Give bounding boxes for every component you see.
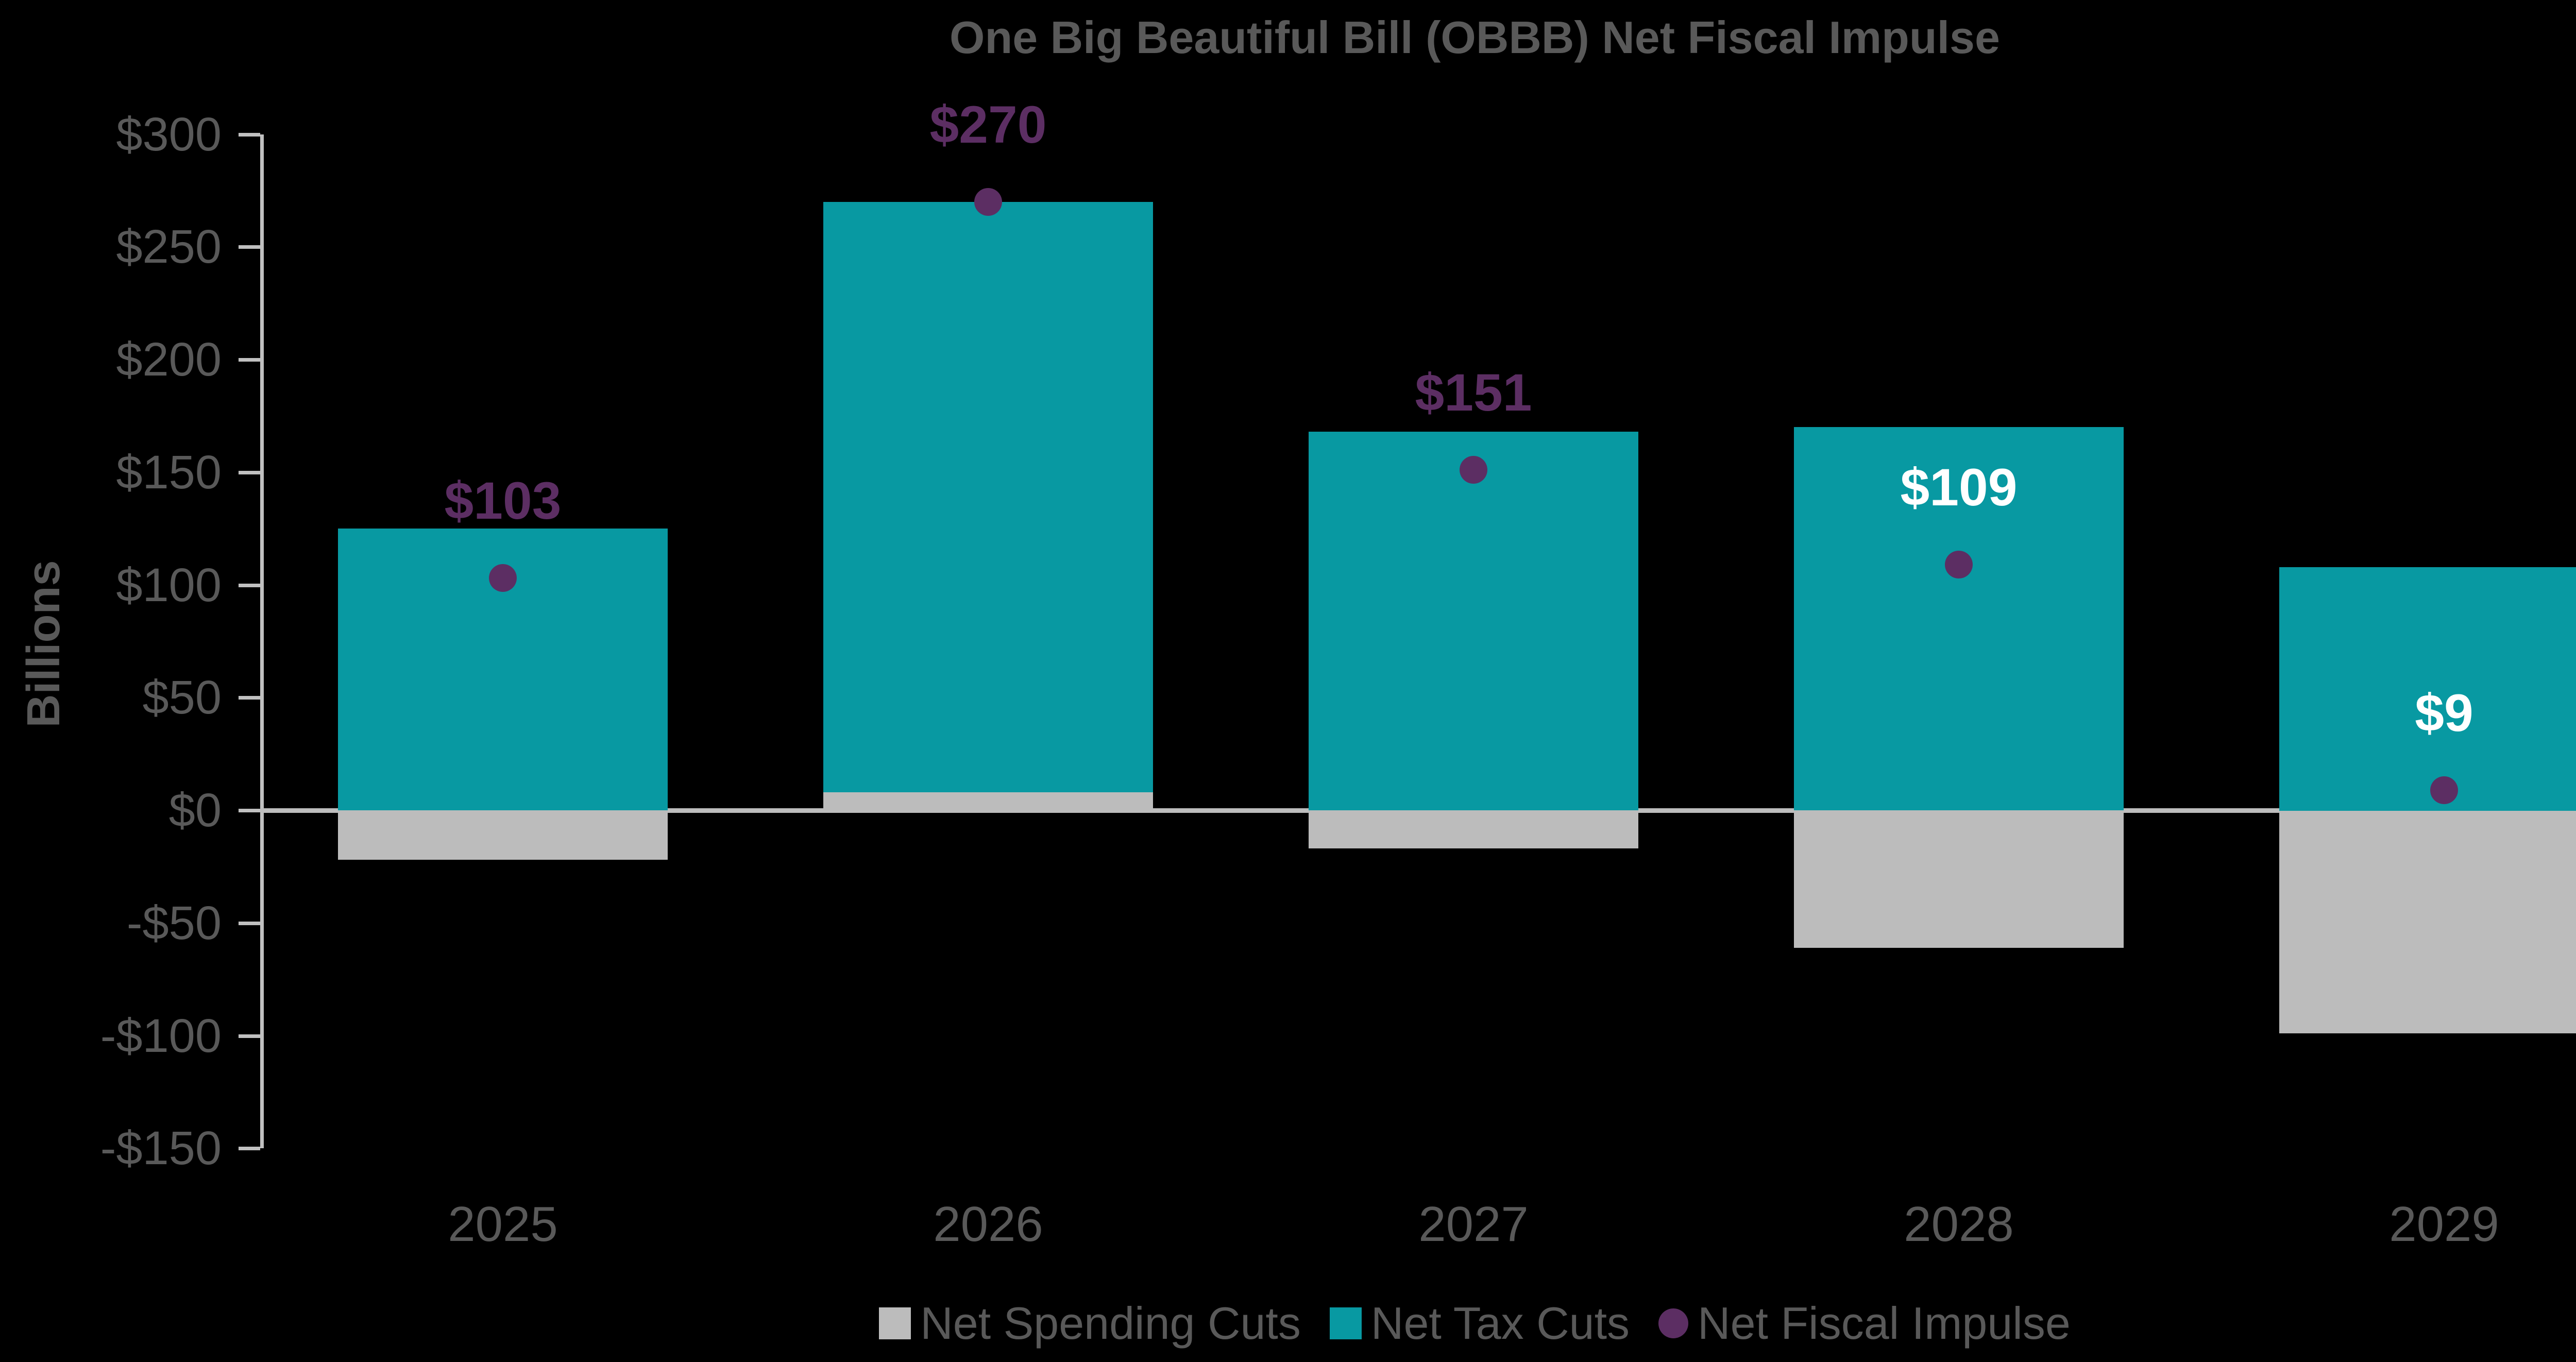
legend-label-net-spending-cuts: Net Spending Cuts	[920, 1298, 1301, 1349]
y-tick--150	[239, 1147, 260, 1150]
y-tick-150	[239, 471, 260, 474]
legend-marker-net-tax-cuts-square-icon	[1329, 1307, 1362, 1339]
legend-label-net-fiscal-impulse: Net Fiscal Impulse	[1698, 1298, 2071, 1349]
bar-net-tax-cuts-2029	[2279, 567, 2576, 811]
y-tick-200	[239, 358, 260, 362]
y-tick-250	[239, 245, 260, 249]
bar-net-spending-cuts-2025	[338, 810, 668, 860]
y-tick-label--50: -$50	[126, 897, 222, 949]
legend-item-net-tax-cuts: Net Tax Cuts	[1329, 1298, 1630, 1349]
y-tick-label-150: $150	[116, 446, 222, 499]
data-label-net-fiscal-impulse-2025: $103	[444, 471, 562, 530]
point-net-fiscal-impulse-2025	[489, 564, 517, 592]
legend: Net Spending Cuts Net Tax Cuts Net Fiscal …	[260, 1285, 2576, 1362]
bar-net-spending-cuts-2029	[2279, 810, 2576, 1033]
point-net-fiscal-impulse-2028	[1945, 551, 1973, 578]
point-net-fiscal-impulse-2029	[2430, 776, 2458, 804]
bar-net-tax-cuts-2027	[1309, 432, 1638, 810]
legend-item-net-spending-cuts: Net Spending Cuts	[879, 1298, 1301, 1349]
bar-net-tax-cuts-2028	[1794, 427, 2124, 810]
y-tick-label-300: $300	[116, 108, 222, 161]
y-tick-label-50: $50	[142, 671, 222, 724]
legend-marker-net-fiscal-impulse-circle-icon	[1658, 1308, 1689, 1338]
y-tick-50	[239, 696, 260, 700]
y-tick--100	[239, 1034, 260, 1038]
bar-net-tax-cuts-2026	[823, 202, 1153, 792]
x-tick-label-2029: 2029	[2389, 1197, 2499, 1252]
y-tick--50	[239, 922, 260, 925]
legend-label-net-tax-cuts: Net Tax Cuts	[1370, 1298, 1630, 1349]
y-tick-0	[239, 809, 260, 812]
bar-net-spending-cuts-2028	[1794, 810, 2124, 948]
data-label-net-fiscal-impulse-2029: $9	[2415, 684, 2473, 742]
y-tick-label-0: $0	[168, 784, 222, 837]
bar-net-spending-cuts-2027	[1309, 810, 1638, 848]
y-tick-label-250: $250	[116, 220, 222, 273]
x-tick-label-2028: 2028	[1904, 1197, 2014, 1252]
bar-net-spending-cuts-2026	[823, 792, 1153, 810]
data-label-net-fiscal-impulse-2028: $109	[1900, 458, 2018, 517]
chart-title: One Big Beautiful Bill (OBBB) Net Fiscal…	[950, 12, 2000, 63]
legend-marker-net-spending-cuts-square-icon	[879, 1307, 911, 1339]
y-axis-line	[260, 134, 264, 1148]
point-net-fiscal-impulse-2027	[1460, 456, 1487, 484]
y-tick-label--150: -$150	[100, 1122, 222, 1174]
data-label-net-fiscal-impulse-2026: $270	[929, 95, 1047, 154]
y-tick-label--100: -$100	[100, 1010, 222, 1062]
x-tick-label-2026: 2026	[933, 1197, 1043, 1252]
x-tick-label-2027: 2027	[1418, 1197, 1529, 1252]
point-net-fiscal-impulse-2026	[974, 188, 1002, 216]
data-label-net-fiscal-impulse-2027: $151	[1415, 363, 1532, 422]
legend-item-net-fiscal-impulse: Net Fiscal Impulse	[1658, 1298, 2071, 1349]
y-tick-label-200: $200	[116, 333, 222, 386]
y-tick-300	[239, 133, 260, 137]
y-tick-label-100: $100	[116, 559, 222, 611]
x-tick-label-2025: 2025	[448, 1197, 558, 1252]
y-tick-100	[239, 584, 260, 587]
